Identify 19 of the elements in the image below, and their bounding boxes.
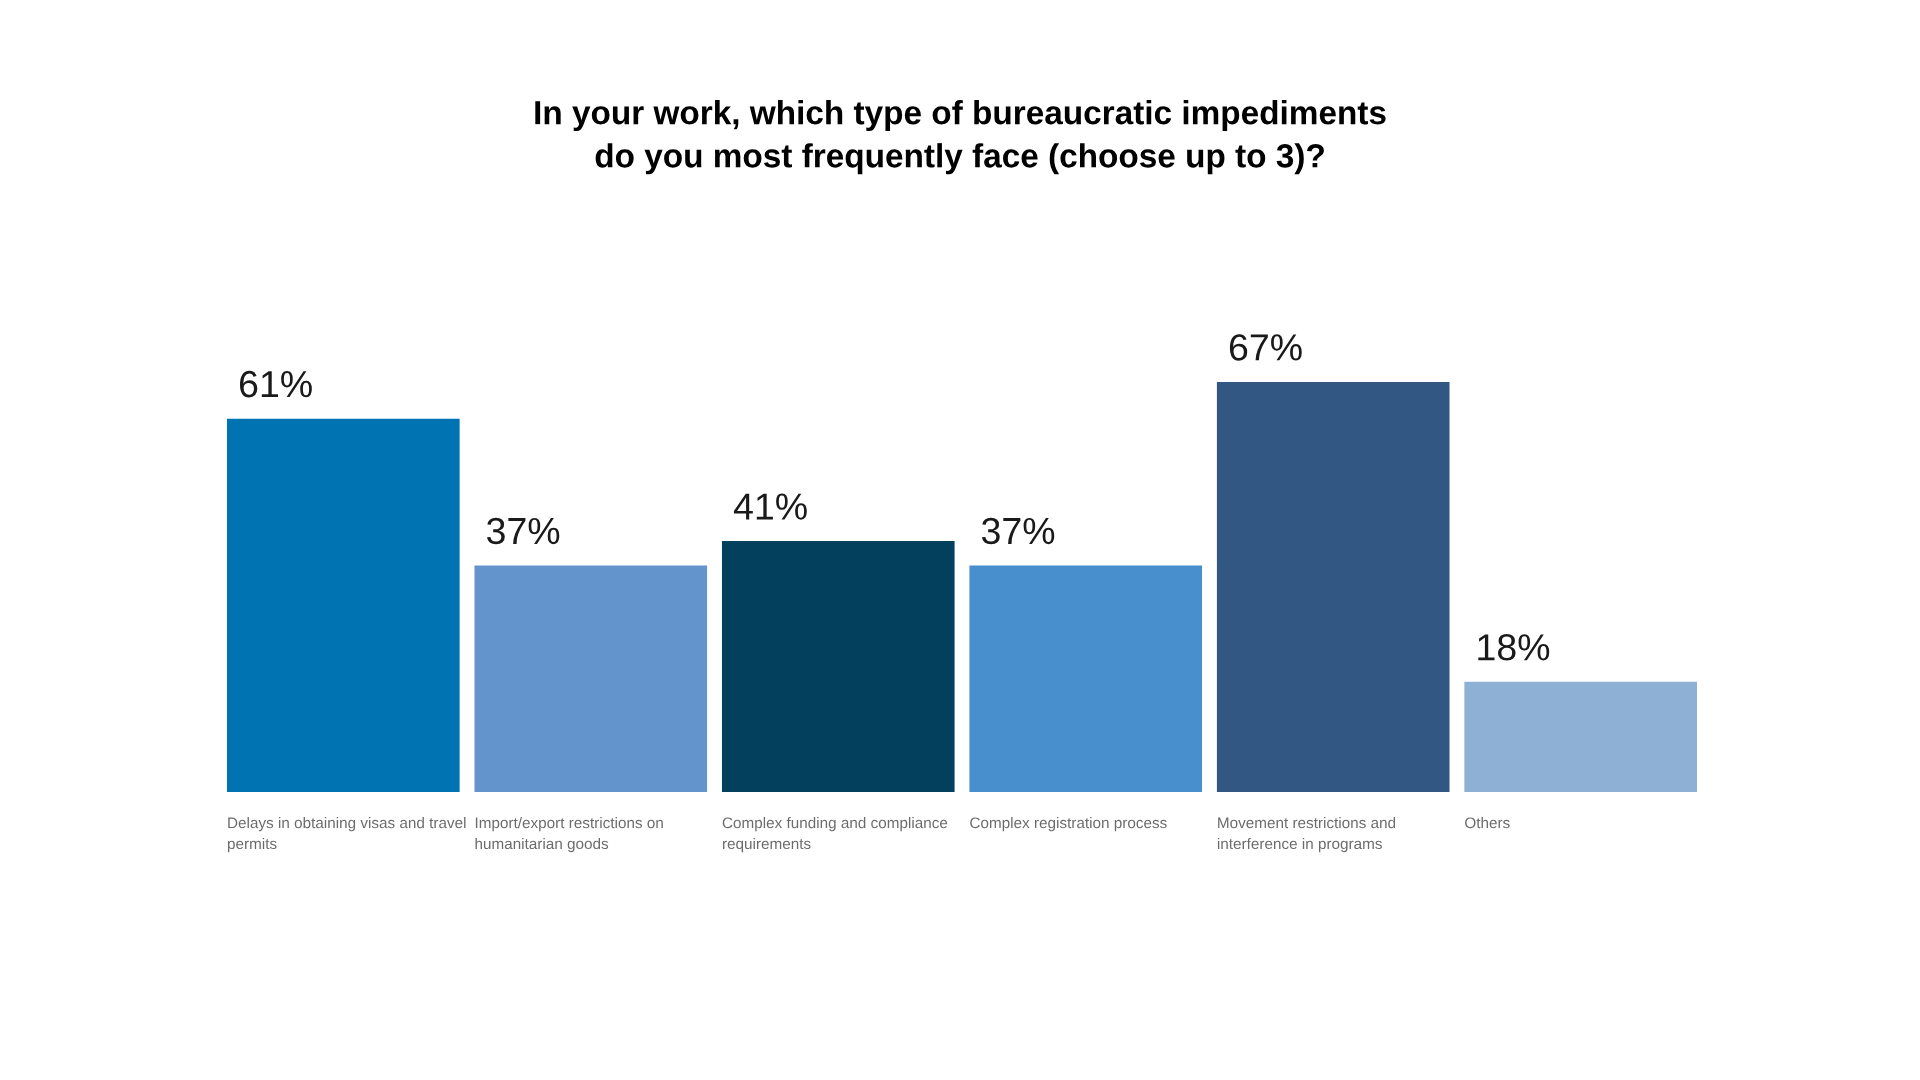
bar (1216, 382, 1450, 792)
data-label: 37% (981, 517, 1055, 545)
bar (474, 565, 708, 792)
x-tick-label: Complex registration process (970, 817, 1167, 832)
bar (969, 565, 1203, 792)
data-label: 18% (1478, 634, 1550, 661)
x-tick-label: Others (1465, 817, 1510, 829)
chart-title: In your work, which type of bureaucratic impediments do you most frequently face (choose up to 3)? (535, 100, 1386, 175)
data-label: 37% (487, 517, 560, 545)
x-tick-label: Movement restrictions and interference in programs (1217, 817, 1396, 853)
bar (227, 418, 460, 792)
x-tick-label: Delays in obtaining visas and travel permits (227, 817, 466, 853)
bar (1464, 681, 1697, 792)
bar (721, 541, 955, 792)
data-label: 41% (733, 493, 807, 520)
x-tick-label: Complex funding and compliance requirements (722, 817, 948, 853)
x-tick-label: Import/export restrictions on humanitarian goods (475, 817, 663, 853)
data-label: 61% (240, 370, 312, 398)
data-label: 67% (1229, 334, 1302, 361)
